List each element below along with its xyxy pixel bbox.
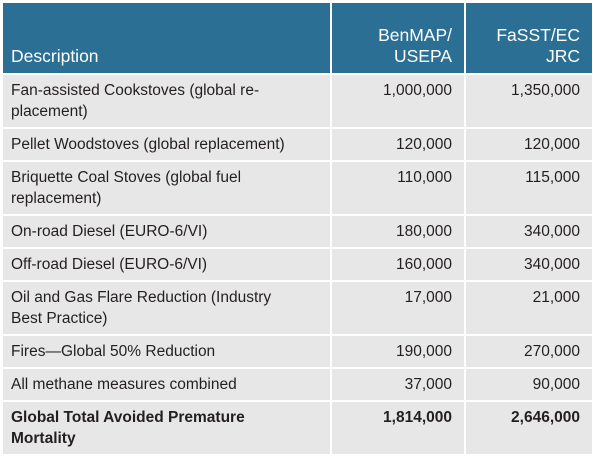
table-row-total: Global Total Avoided Premature Mortality… — [3, 400, 592, 454]
header-fasst-line-2: JRC — [545, 46, 580, 66]
row-benmap-value: 160,000 — [330, 249, 464, 280]
row-benmap-value: 1,000,000 — [330, 75, 464, 127]
row-description: Fires—Global 50% Reduction — [3, 336, 330, 367]
table-row: Oil and Gas Flare Reduction (Industry Be… — [3, 280, 592, 334]
header-fasst-jrc: FaSST/EC JRC — [464, 3, 592, 73]
row-description-line: Mortality — [11, 430, 76, 447]
header-fasst-line-1: FaSST/EC — [496, 25, 580, 45]
table-row: All methane measures combined 37,000 90,… — [3, 367, 592, 400]
row-description-line: Best Practice) — [11, 310, 108, 327]
header-benmap-usepa: BenMAP/ USEPA — [330, 3, 464, 73]
table-row: On-road Diesel (EURO-6/VI) 180,000 340,0… — [3, 214, 592, 247]
row-description-line: placement) — [11, 103, 88, 120]
row-description: Off-road Diesel (EURO-6/VI) — [3, 249, 330, 280]
row-description: On-road Diesel (EURO-6/VI) — [3, 216, 330, 247]
row-fasst-value: 115,000 — [464, 162, 592, 214]
row-description: Oil and Gas Flare Reduction (Industry Be… — [3, 282, 330, 334]
table-row: Briquette Coal Stoves (global fuel repla… — [3, 160, 592, 214]
row-description: Briquette Coal Stoves (global fuel repla… — [3, 162, 330, 214]
row-fasst-value: 90,000 — [464, 369, 592, 400]
row-description: Global Total Avoided Premature Mortality — [3, 402, 330, 454]
row-benmap-value: 110,000 — [330, 162, 464, 214]
table-row: Fires—Global 50% Reduction 190,000 270,0… — [3, 334, 592, 367]
mortality-table: Description BenMAP/ USEPA FaSST/EC JRC F… — [3, 3, 592, 454]
table-row: Fan-assisted Cookstoves (global re- plac… — [3, 73, 592, 127]
row-fasst-value: 270,000 — [464, 336, 592, 367]
table-header: Description BenMAP/ USEPA FaSST/EC JRC — [3, 3, 592, 73]
table-row: Off-road Diesel (EURO-6/VI) 160,000 340,… — [3, 247, 592, 280]
row-description-line: replacement) — [11, 190, 102, 207]
row-benmap-value: 120,000 — [330, 129, 464, 160]
row-description-line: Global Total Avoided Premature — [11, 409, 245, 426]
row-benmap-value: 180,000 — [330, 216, 464, 247]
header-description: Description — [11, 46, 99, 66]
header-benmap-line-2: USEPA — [393, 46, 452, 66]
row-benmap-value: 17,000 — [330, 282, 464, 334]
row-description-line: Briquette Coal Stoves (global fuel — [11, 169, 242, 186]
row-fasst-value: 21,000 — [464, 282, 592, 334]
row-description: All methane measures combined — [3, 369, 330, 400]
row-description: Pellet Woodstoves (global replacement) — [3, 129, 330, 160]
row-description-line: Off-road Diesel (EURO-6/VI) — [11, 256, 208, 273]
header-benmap-line-1: BenMAP/ — [378, 25, 452, 45]
row-description-line: Pellet Woodstoves (global replacement) — [11, 136, 285, 153]
row-fasst-value: 340,000 — [464, 249, 592, 280]
row-fasst-value: 120,000 — [464, 129, 592, 160]
row-fasst-value: 1,350,000 — [464, 75, 592, 127]
row-benmap-value: 37,000 — [330, 369, 464, 400]
row-fasst-value: 340,000 — [464, 216, 592, 247]
row-description-line: Fires—Global 50% Reduction — [11, 343, 216, 360]
row-description-line: Fan-assisted Cookstoves (global re- — [11, 82, 260, 99]
total-benmap-value: 1,814,000 — [330, 402, 464, 454]
row-benmap-value: 190,000 — [330, 336, 464, 367]
table-row: Pellet Woodstoves (global replacement) 1… — [3, 127, 592, 160]
row-description-line: On-road Diesel (EURO-6/VI) — [11, 223, 208, 240]
row-description: Fan-assisted Cookstoves (global re- plac… — [3, 75, 330, 127]
total-fasst-value: 2,646,000 — [464, 402, 592, 454]
row-description-line: Oil and Gas Flare Reduction (Industry — [11, 289, 272, 306]
row-description-line: All methane measures combined — [11, 376, 237, 393]
